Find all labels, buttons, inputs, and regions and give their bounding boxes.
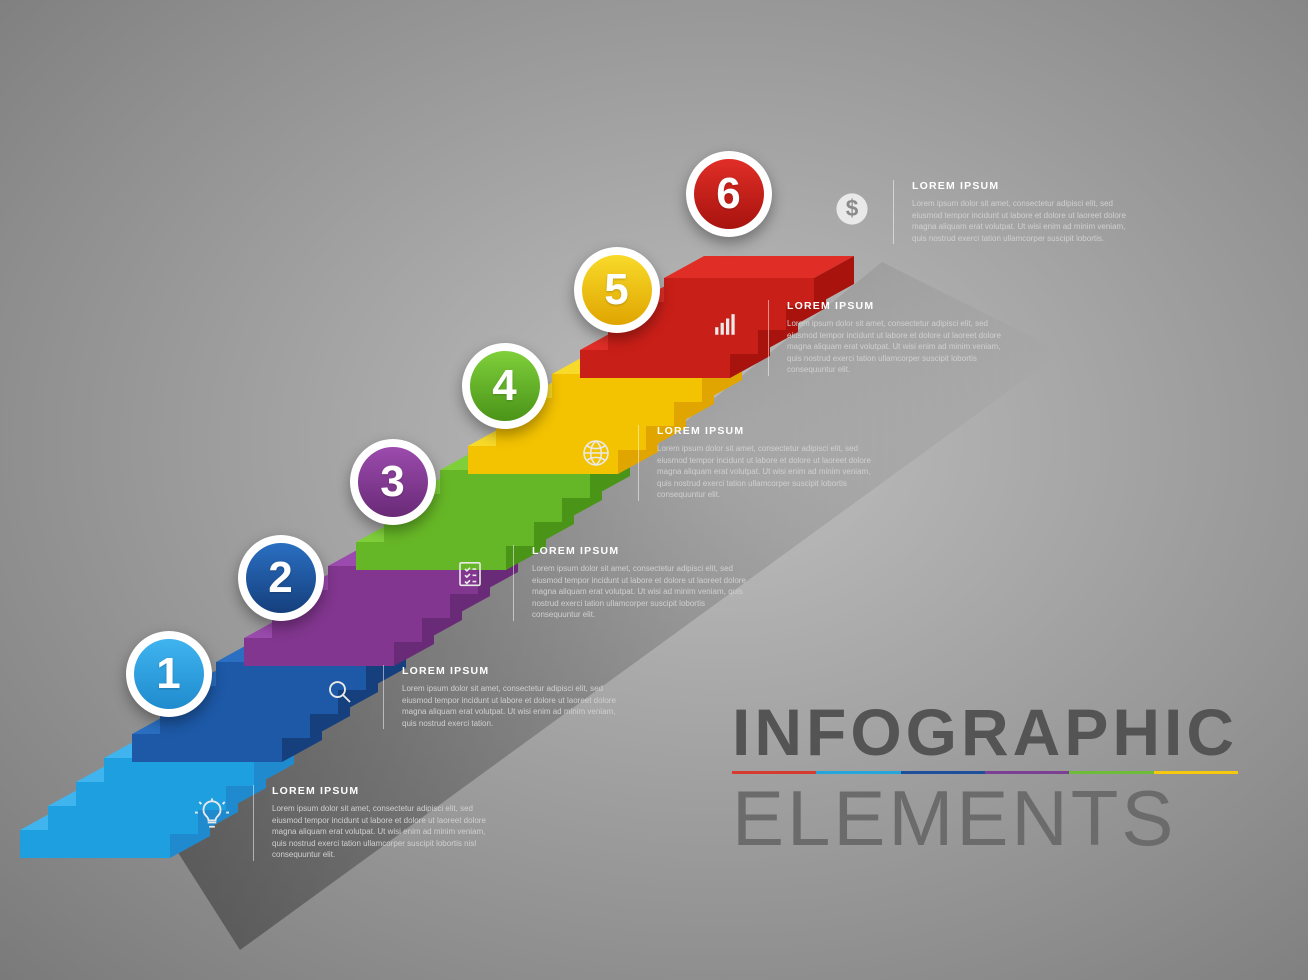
step-number: 4	[470, 351, 540, 421]
callout-2: LOREM IPSUM Lorem ipsum dolor sit amet, …	[325, 665, 622, 729]
callout-6: $ LOREM IPSUM Lorem ipsum dolor sit amet…	[835, 180, 1132, 244]
step-badge-5: 5	[574, 247, 660, 333]
callout-body: Lorem ipsum dolor sit amet, consectetur …	[912, 198, 1132, 244]
step-number: 3	[358, 447, 428, 517]
callout-heading: LOREM IPSUM	[657, 425, 877, 437]
callout-divider	[513, 545, 514, 621]
callout-3: LOREM IPSUM Lorem ipsum dolor sit amet, …	[455, 545, 752, 621]
step-number: 5	[582, 255, 652, 325]
callout-divider	[383, 665, 384, 729]
callout-1: LOREM IPSUM Lorem ipsum dolor sit amet, …	[195, 785, 492, 861]
callout-divider	[253, 785, 254, 861]
checklist-icon	[455, 557, 499, 591]
globe-icon	[580, 437, 624, 469]
infographic-canvas: { "type": "infographic", "canvas": { "wi…	[0, 0, 1308, 980]
step-badge-4: 4	[462, 343, 548, 429]
lightbulb-icon	[195, 797, 239, 831]
callout-heading: LOREM IPSUM	[787, 300, 1007, 312]
step-number: 6	[694, 159, 764, 229]
callout-4: LOREM IPSUM Lorem ipsum dolor sit amet, …	[580, 425, 877, 501]
title-line2: ELEMENTS	[732, 778, 1238, 860]
callout-heading: LOREM IPSUM	[532, 545, 752, 557]
callout-5: LOREM IPSUM Lorem ipsum dolor sit amet, …	[710, 300, 1007, 376]
step-badge-2: 2	[238, 535, 324, 621]
step-badge-1: 1	[126, 631, 212, 717]
callout-divider	[768, 300, 769, 376]
title-block: INFOGRAPHIC ELEMENTS	[732, 699, 1238, 860]
callout-heading: LOREM IPSUM	[272, 785, 492, 797]
title-line1: INFOGRAPHIC	[732, 699, 1238, 765]
step-badge-6: 6	[686, 151, 772, 237]
callout-body: Lorem ipsum dolor sit amet, consectetur …	[402, 683, 622, 729]
callout-heading: LOREM IPSUM	[402, 665, 622, 677]
callout-divider	[893, 180, 894, 244]
step-number: 1	[134, 639, 204, 709]
callout-body: Lorem ipsum dolor sit amet, consectetur …	[787, 318, 1007, 376]
callout-divider	[638, 425, 639, 501]
step-badge-3: 3	[350, 439, 436, 525]
callout-body: Lorem ipsum dolor sit amet, consectetur …	[657, 443, 877, 501]
callout-heading: LOREM IPSUM	[912, 180, 1132, 192]
callout-body: Lorem ipsum dolor sit amet, consectetur …	[532, 563, 752, 621]
callout-body: Lorem ipsum dolor sit amet, consectetur …	[272, 803, 492, 861]
step-number: 2	[246, 543, 316, 613]
svg-text:$: $	[846, 195, 859, 221]
barchart-icon	[710, 312, 754, 338]
search-icon	[325, 677, 369, 707]
dollar-icon: $	[835, 192, 879, 226]
